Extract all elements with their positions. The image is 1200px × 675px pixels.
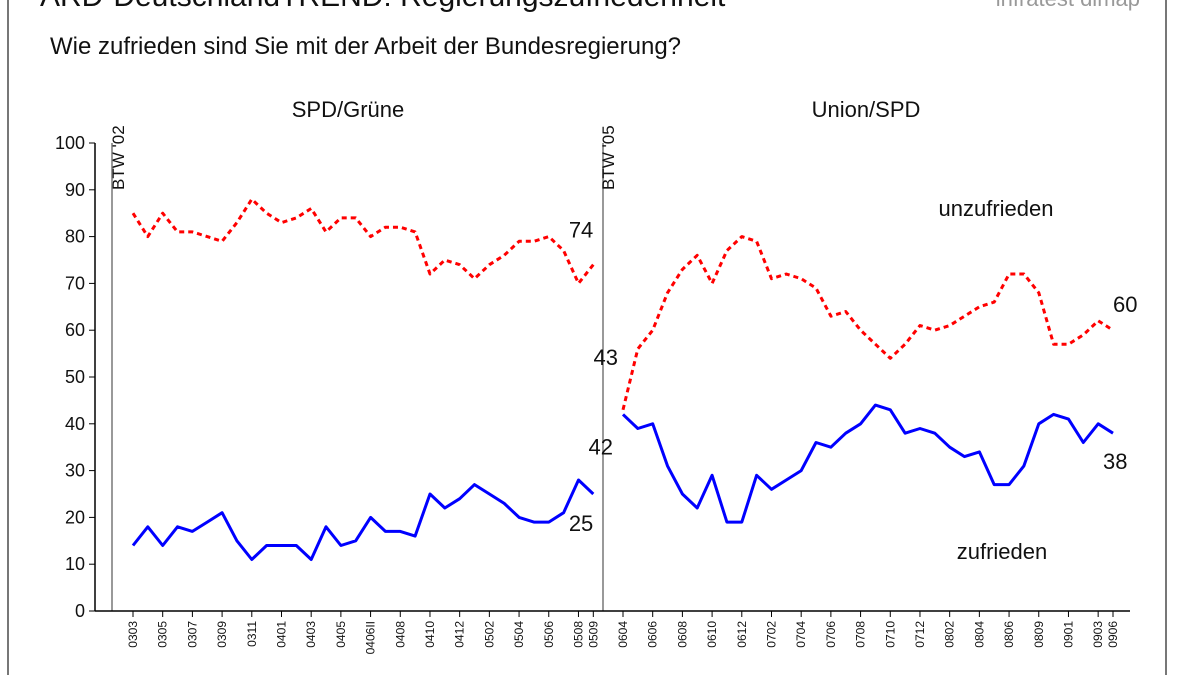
data-label: 38 (1103, 449, 1127, 474)
y-tick-label: 20 (65, 507, 85, 527)
x-tick-label: 0901 (1061, 621, 1075, 648)
y-tick-label: 50 (65, 367, 85, 387)
data-label: 74 (569, 218, 593, 243)
x-tick-label: 0710 (883, 621, 897, 648)
series-line (131, 197, 1114, 411)
data-label: 60 (1113, 292, 1137, 317)
x-tick-label: 0405 (334, 621, 348, 648)
data-label: 25 (569, 511, 593, 536)
y-tick-label: 100 (55, 133, 85, 153)
x-tick-label: 0802 (943, 621, 957, 648)
x-tick-label: 0612 (735, 621, 749, 648)
y-tick-label: 90 (65, 180, 85, 200)
x-tick-label: 0704 (794, 621, 808, 648)
x-tick-label: 0903 (1091, 621, 1105, 648)
y-tick-label: 60 (65, 320, 85, 340)
x-tick-label: 0702 (764, 621, 778, 648)
y-tick-label: 0 (75, 601, 85, 621)
frame (7, 0, 1167, 675)
data-label: 42 (589, 434, 613, 459)
x-tick-label: 0706 (824, 621, 838, 648)
x-tick-label: 0806 (1002, 621, 1016, 648)
x-tick-label: 0408 (393, 621, 407, 648)
y-tick-label: 30 (65, 461, 85, 481)
x-tick-label: 0708 (854, 621, 868, 648)
x-tick-label: 0311 (245, 621, 259, 647)
x-tick-label: 0608 (675, 621, 689, 648)
x-tick-label: 0307 (185, 621, 199, 648)
x-tick-label: 0606 (646, 621, 660, 648)
x-tick-label: 0610 (705, 621, 719, 648)
y-tick-label: 80 (65, 227, 85, 247)
period-label: Union/SPD (812, 97, 921, 122)
x-tick-label: 0401 (274, 621, 288, 648)
x-tick-label: 0712 (913, 621, 927, 648)
data-label: 43 (594, 345, 618, 370)
legend-label: unzufrieden (939, 196, 1054, 221)
election-label: BTW '02 (109, 125, 128, 190)
x-tick-label: 0809 (1032, 621, 1046, 648)
x-tick-label: 0906 (1106, 621, 1120, 648)
chart-title: ARD-DeutschlandTREND: Regierungszufriede… (40, 0, 726, 13)
x-tick-label: 0502 (482, 621, 496, 648)
x-tick-label: 0412 (453, 621, 467, 648)
y-tick-label: 70 (65, 273, 85, 293)
source: infratest dimap (996, 0, 1140, 11)
x-tick-label: 0303 (126, 621, 140, 648)
y-tick-label: 40 (65, 414, 85, 434)
x-tick-label: 0506 (542, 621, 556, 648)
series-line (131, 403, 1114, 561)
x-tick-label: 0403 (304, 621, 318, 648)
election-label: BTW '05 (599, 125, 618, 190)
period-label: SPD/Grüne (292, 97, 405, 122)
x-tick-label: 0305 (156, 621, 170, 648)
x-tick-label: 0410 (423, 621, 437, 648)
x-tick-label: 0504 (512, 621, 526, 648)
x-tick-label: 0509 (586, 621, 600, 648)
x-tick-label: 0508 (571, 621, 585, 648)
x-tick-label: 0604 (616, 621, 630, 648)
legend-label: zufrieden (957, 539, 1048, 564)
subtitle: Wie zufrieden sind Sie mit der Arbeit de… (50, 33, 681, 60)
x-tick-label: 0406II (364, 621, 378, 654)
y-tick-label: 10 (65, 554, 85, 574)
x-tick-label: 0309 (215, 621, 229, 648)
x-tick-label: 0804 (972, 621, 986, 648)
